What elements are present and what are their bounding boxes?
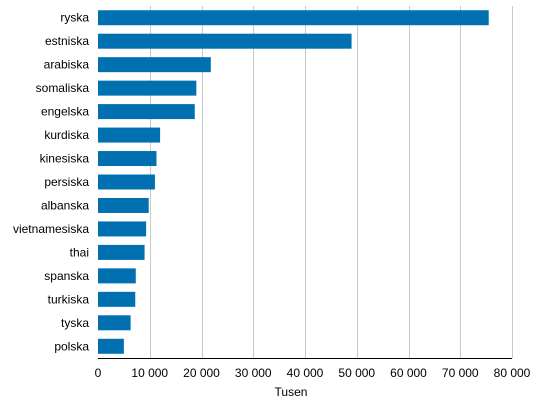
category-label: polska xyxy=(54,339,89,353)
x-tick-label: 10 000 xyxy=(131,366,168,380)
bar-somaliska xyxy=(98,80,197,96)
category-label: kurdiska xyxy=(44,128,89,142)
bar-kurdiska xyxy=(98,127,161,143)
x-tick-label: 30 000 xyxy=(235,366,272,380)
category-label: spanska xyxy=(44,269,89,283)
x-tick-labels: 0 10 000 20 000 30 000 40 000 50 000 60 000 70 … xyxy=(95,366,531,380)
category-label: ryska xyxy=(60,11,89,25)
bar-engelska xyxy=(98,104,195,120)
x-axis-title: Tusen xyxy=(275,385,308,399)
category-label: persiska xyxy=(44,175,89,189)
bar-estniska xyxy=(98,33,352,49)
category-labels: ryska estniska arabiska somaliska engelska ku… xyxy=(13,11,89,354)
category-label: thai xyxy=(70,245,89,259)
category-label: engelska xyxy=(41,105,89,119)
x-tick-label: 80 000 xyxy=(494,366,531,380)
category-label: kinesiska xyxy=(40,152,90,166)
bars xyxy=(98,10,489,354)
bar-spanska xyxy=(98,268,136,284)
bar-polska xyxy=(98,338,124,354)
bar-persiska xyxy=(98,174,155,190)
bar-ryska xyxy=(98,10,489,26)
x-tick-label: 40 000 xyxy=(287,366,324,380)
bar-tyska xyxy=(98,315,131,331)
bar-turkiska xyxy=(98,291,136,307)
category-label: albanska xyxy=(41,198,89,212)
bar-vietnamesiska xyxy=(98,221,147,237)
category-label: tyska xyxy=(61,316,89,330)
category-label: estniska xyxy=(45,34,89,48)
bar-kinesiska xyxy=(98,151,157,167)
x-tick-label: 60 000 xyxy=(390,366,427,380)
category-label: vietnamesiska xyxy=(13,222,89,236)
x-tick-label: 0 xyxy=(95,366,102,380)
x-tick-label: 50 000 xyxy=(338,366,375,380)
category-label: arabiska xyxy=(44,58,90,72)
x-tick-label: 70 000 xyxy=(442,366,479,380)
bar-thai xyxy=(98,244,145,260)
bar-arabiska xyxy=(98,57,211,73)
category-label: somaliska xyxy=(36,81,90,95)
x-tick-label: 20 000 xyxy=(183,366,220,380)
bar-albanska xyxy=(98,197,149,213)
category-label: turkiska xyxy=(48,292,90,306)
